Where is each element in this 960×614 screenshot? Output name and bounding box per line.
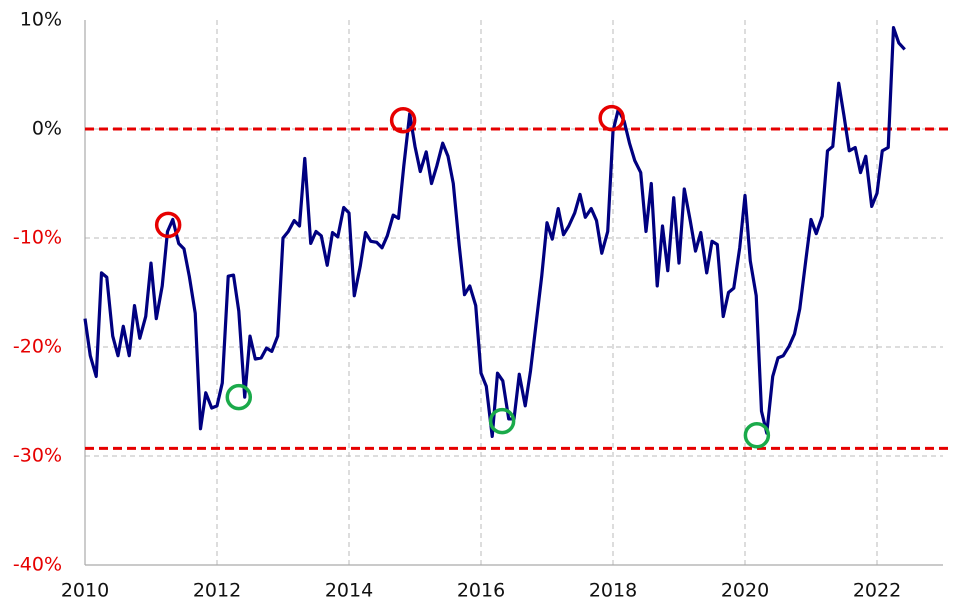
- highlight-circle: [743, 422, 771, 449]
- highlight-circle: [389, 107, 417, 134]
- x-tick-label: 2020: [721, 580, 769, 602]
- y-tick-label: 10%: [20, 9, 62, 31]
- y-tick-label: 0%: [32, 118, 62, 140]
- x-tick-label: 2016: [457, 580, 505, 602]
- x-tick-label: 2012: [193, 580, 241, 602]
- highlight-circle: [225, 383, 253, 411]
- y-tick-label: -40%: [13, 554, 62, 576]
- highlight-circle: [488, 407, 516, 435]
- x-tick-label: 2018: [589, 580, 637, 602]
- data-line: [83, 26, 906, 438]
- x-tick-label: 2014: [325, 580, 373, 602]
- x-tick-label: 2010: [61, 580, 109, 602]
- y-tick-label: -30%: [13, 445, 62, 467]
- y-tick-label: -20%: [13, 336, 62, 358]
- y-tick-label: -10%: [13, 227, 62, 249]
- highlight-circle: [154, 211, 182, 239]
- x-tick-label: 2022: [853, 580, 901, 602]
- highlight-circle: [598, 104, 625, 132]
